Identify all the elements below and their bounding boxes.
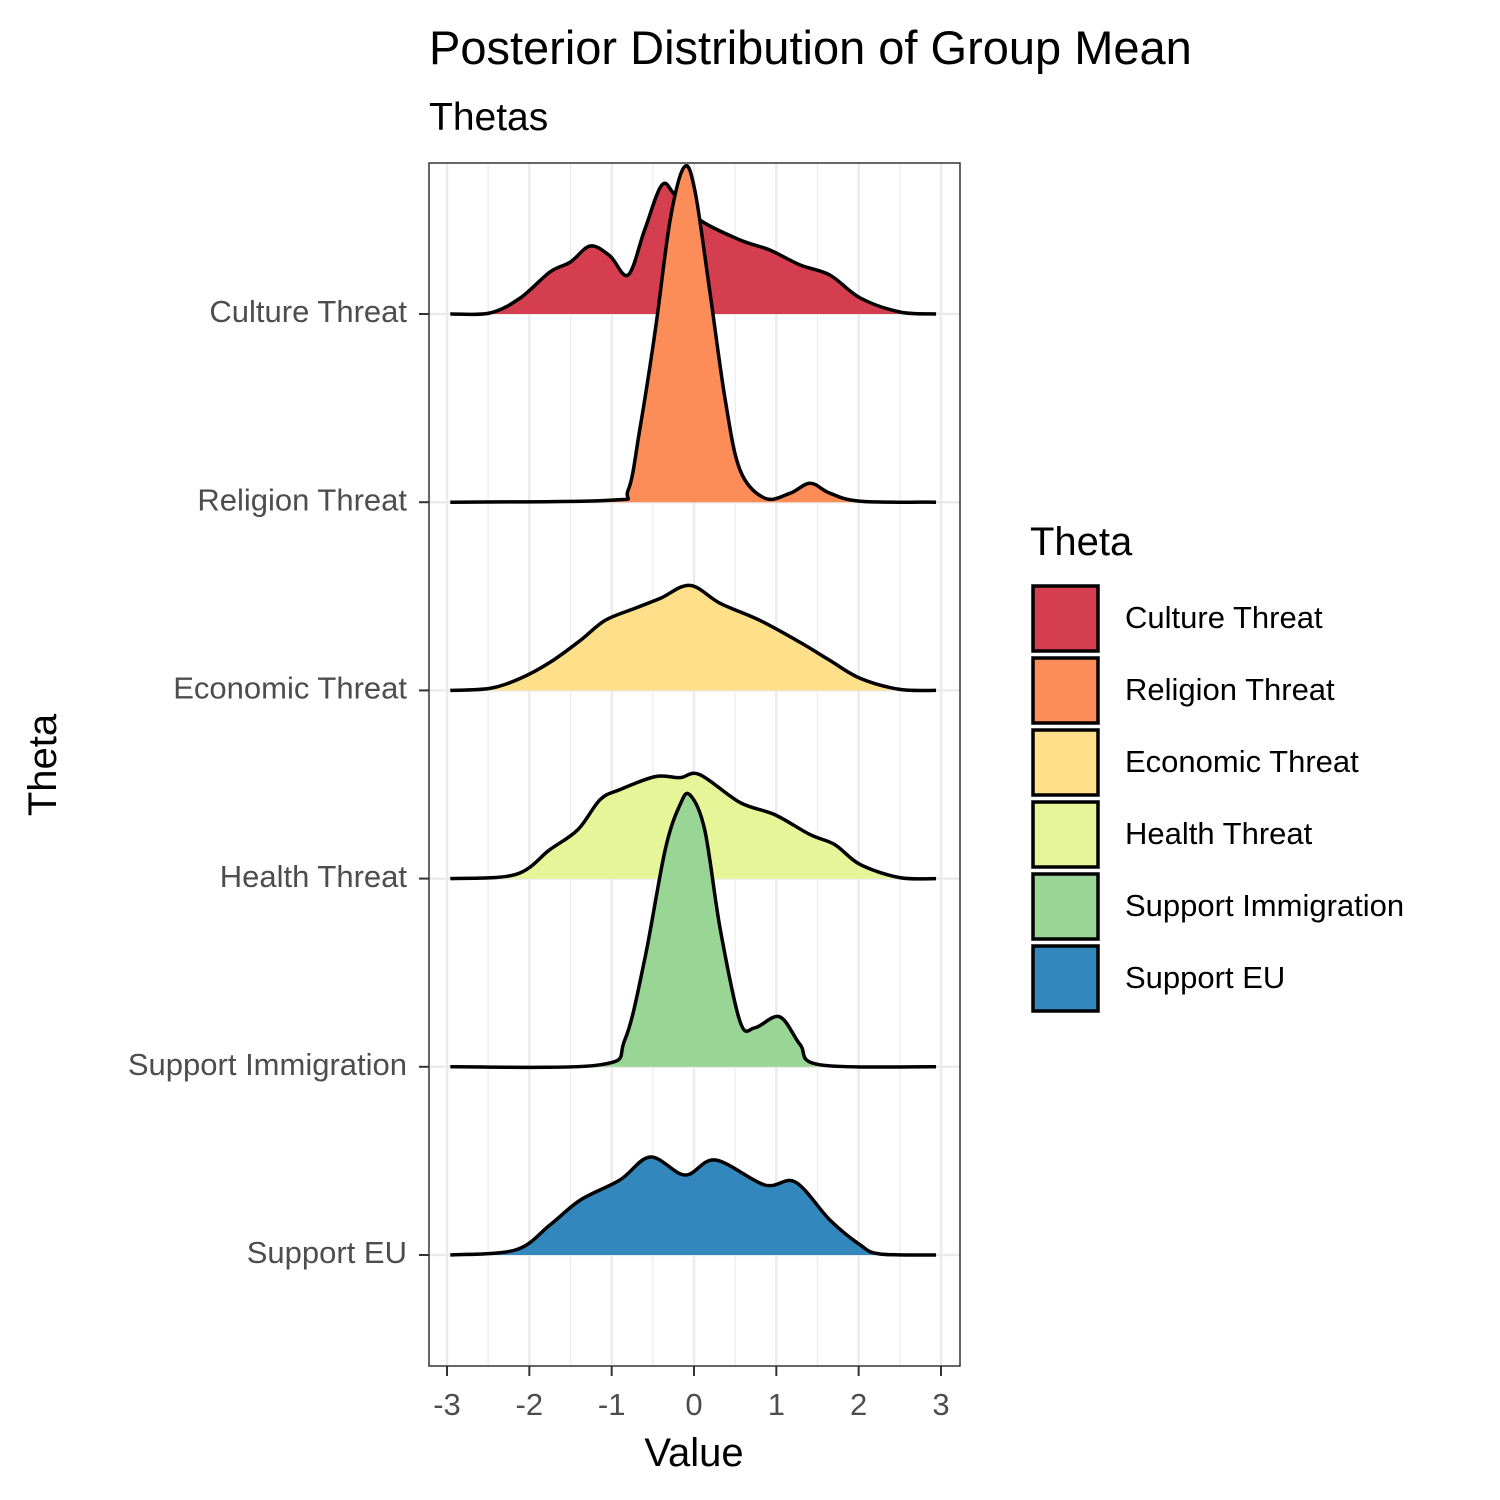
x-tick-label: 2 xyxy=(850,1387,867,1422)
legend-title: Theta xyxy=(1030,520,1133,564)
ridge-line-support-eu xyxy=(450,1155,937,1257)
x-tick-label: -2 xyxy=(516,1387,544,1422)
ridge-support-eu xyxy=(450,1155,937,1257)
legend-key-support-immigration xyxy=(1031,872,1100,941)
chart-title: Posterior Distribution of Group Mean xyxy=(429,21,1192,74)
legend-label: Culture Threat xyxy=(1125,600,1323,635)
legend-label: Support Immigration xyxy=(1125,888,1404,923)
y-tick-label: Religion Threat xyxy=(197,482,407,517)
y-tick-label: Culture Threat xyxy=(209,294,407,329)
x-tick-label: -1 xyxy=(598,1387,626,1422)
y-axis-title: Theta xyxy=(21,713,65,816)
x-tick-label: -3 xyxy=(433,1387,461,1422)
ridge-line-health-threat xyxy=(450,771,937,881)
ridge-line-culture-threat xyxy=(450,181,937,317)
legend: Culture Threat Religion Threat Economic Th… xyxy=(1031,584,1404,1013)
ridge-fill-support-eu xyxy=(450,1156,937,1256)
ridge-economic-threat xyxy=(450,583,937,693)
x-axis: -3 -2 -1 0 1 2 3 xyxy=(433,1366,950,1422)
y-tick-label: Support EU xyxy=(247,1235,407,1270)
x-axis-title: Value xyxy=(644,1431,743,1475)
legend-label: Health Threat xyxy=(1125,816,1313,851)
y-tick-label: Economic Threat xyxy=(173,671,407,706)
ridge-line-religion-threat xyxy=(450,164,937,504)
chart-subtitle: Thetas xyxy=(429,96,548,139)
ridges xyxy=(450,164,937,1257)
legend-label: Support EU xyxy=(1125,960,1285,995)
ridge-line-economic-threat xyxy=(450,583,937,693)
legend-key-support-eu xyxy=(1031,944,1100,1013)
y-tick-label: Support Immigration xyxy=(128,1047,407,1082)
ridge-support-immigration xyxy=(450,791,937,1070)
y-axis: Culture Threat Religion Threat Economic Th… xyxy=(128,294,429,1270)
legend-label: Religion Threat xyxy=(1125,672,1335,707)
ridge-fill-economic-threat xyxy=(450,585,937,691)
ridge-line-support-immigration xyxy=(450,791,937,1070)
ridge-fill-support-immigration xyxy=(450,793,937,1068)
legend-key-health-threat xyxy=(1031,800,1100,869)
legend-key-culture-threat xyxy=(1031,584,1100,653)
x-tick-label: 3 xyxy=(932,1387,949,1422)
ridge-religion-threat xyxy=(450,164,937,504)
x-tick-label: 0 xyxy=(685,1387,702,1422)
x-tick-label: 1 xyxy=(768,1387,785,1422)
ridge-fill-religion-threat xyxy=(450,165,937,503)
legend-key-religion-threat xyxy=(1031,656,1100,725)
legend-key-economic-threat xyxy=(1031,728,1100,797)
y-tick-label: Health Threat xyxy=(220,859,408,894)
legend-label: Economic Threat xyxy=(1125,744,1359,779)
